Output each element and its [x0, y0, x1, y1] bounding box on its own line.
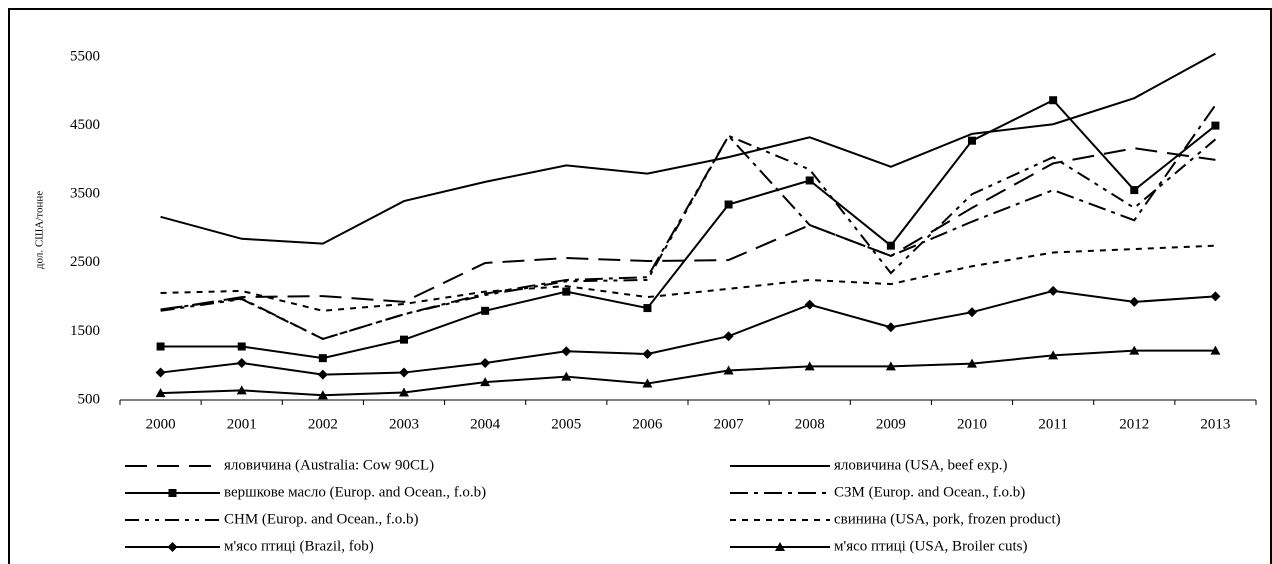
x-tick-label: 2002 [308, 416, 338, 432]
legend-label: вершкове масло (Europ. and Ocean., f.o.b… [224, 484, 486, 500]
series-line [160, 52, 1216, 245]
marker [399, 367, 409, 378]
marker [561, 371, 572, 381]
marker [643, 304, 652, 313]
marker [804, 361, 815, 371]
marker [317, 369, 328, 380]
y-tick-label: 2500 [70, 254, 100, 270]
legend-label: СЗМ (Europ. and Ocean., f.o.b) [834, 484, 1025, 500]
marker [723, 331, 734, 342]
series-line [160, 244, 1216, 312]
legend-label: яловичина (Australia: Cow 90CL) [224, 457, 434, 473]
x-tick-label: 2008 [795, 416, 825, 432]
marker [1210, 291, 1221, 302]
marker [318, 354, 327, 363]
marker [642, 349, 653, 360]
y-tick-label: 500 [78, 391, 101, 407]
legend-label: м'ясо птиці (USA, Broiler cuts) [834, 538, 1027, 554]
marker [1210, 345, 1221, 355]
y-axis-label: дол. США/тонне [34, 191, 46, 269]
marker [237, 342, 246, 351]
legend-label: м'ясо птиці (Brazil, fob) [224, 538, 374, 554]
marker [156, 342, 165, 351]
marker [317, 390, 328, 400]
x-tick-label: 2013 [1200, 416, 1230, 432]
legend-label: яловичина (USA, beef exp.) [834, 457, 1007, 473]
series-line [160, 349, 1216, 397]
x-tick-label: 2011 [1038, 416, 1067, 432]
marker [480, 377, 491, 387]
y-tick-label: 4500 [70, 117, 100, 133]
series-line [160, 147, 1216, 311]
marker [155, 388, 166, 398]
legend-label: СНМ (Europ. and Ocean., f.o.b) [224, 511, 419, 527]
x-tick-label: 2003 [389, 416, 419, 432]
x-tick-label: 2001 [227, 416, 257, 432]
legend-label: свинина (USA, pork, frozen product) [834, 511, 1061, 527]
marker [885, 322, 896, 333]
series-line [160, 98, 1217, 360]
marker [1130, 186, 1139, 195]
marker [968, 136, 976, 145]
marker [967, 307, 977, 318]
marker [168, 489, 177, 497]
y-tick-label: 3500 [70, 186, 100, 202]
marker [400, 335, 408, 344]
marker [1129, 345, 1140, 355]
series-line [160, 289, 1216, 376]
marker [642, 378, 653, 388]
x-tick-label: 2007 [714, 416, 745, 432]
y-tick-label: 5500 [70, 48, 100, 64]
x-tick-label: 2004 [470, 416, 501, 432]
marker [1129, 296, 1140, 307]
marker [775, 542, 785, 551]
marker [236, 357, 247, 368]
marker [236, 385, 247, 395]
marker [1048, 285, 1059, 296]
x-tick-label: 2000 [146, 416, 176, 432]
marker [562, 287, 571, 296]
marker [1049, 96, 1058, 105]
series-line [160, 104, 1217, 341]
x-tick-label: 2006 [632, 416, 663, 432]
marker [885, 361, 896, 371]
x-tick-label: 2005 [551, 416, 581, 432]
marker [805, 176, 814, 185]
x-tick-label: 2009 [876, 416, 906, 432]
marker [1048, 350, 1059, 360]
marker [967, 358, 977, 368]
marker [724, 200, 733, 209]
marker [167, 542, 178, 552]
x-tick-label: 2012 [1119, 416, 1149, 432]
marker [399, 387, 409, 397]
marker [804, 299, 815, 310]
marker [1211, 121, 1220, 130]
x-tick-label: 2010 [957, 416, 987, 432]
marker [155, 367, 166, 378]
marker [723, 365, 734, 375]
marker [561, 346, 572, 357]
frame [8, 8, 1272, 564]
marker [481, 306, 490, 315]
marker [886, 241, 895, 250]
marker [480, 357, 491, 368]
y-tick-label: 1500 [70, 323, 100, 339]
